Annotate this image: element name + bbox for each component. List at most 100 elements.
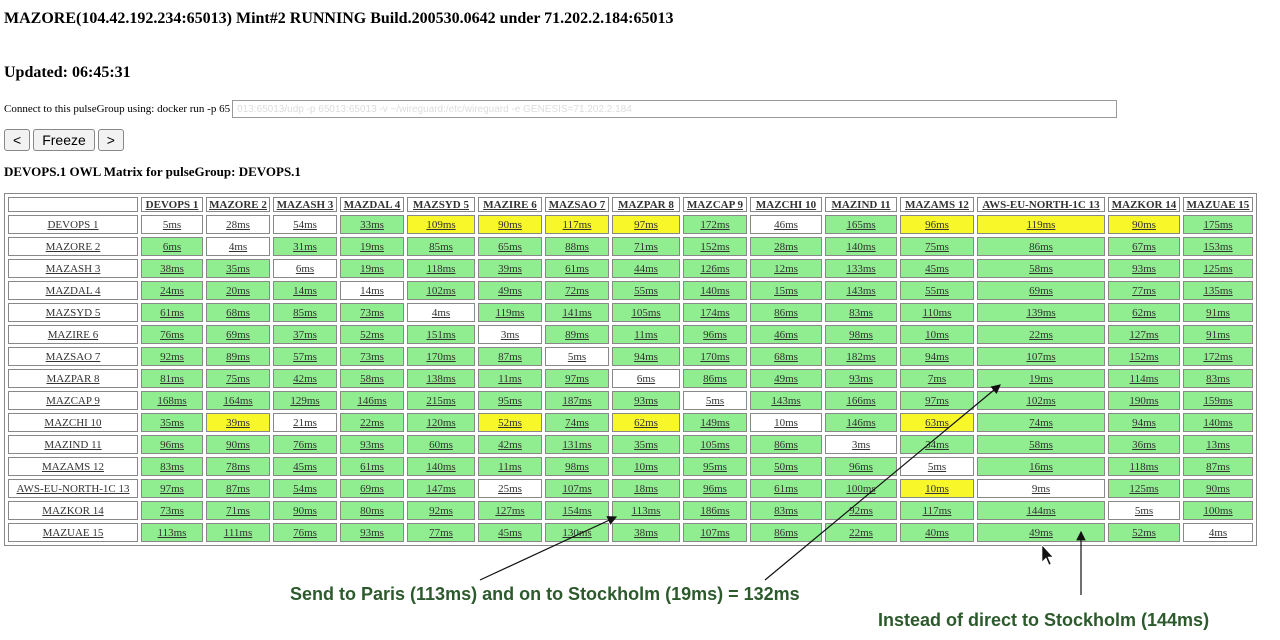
row-header-link[interactable]: MAZASH 3 <box>45 262 101 275</box>
latency-cell[interactable]: 22ms <box>825 523 897 542</box>
latency-link[interactable]: 68ms <box>226 306 250 319</box>
row-header[interactable]: MAZDAL 4 <box>8 281 138 300</box>
latency-link[interactable]: 105ms <box>700 438 730 451</box>
latency-link[interactable]: 4ms <box>228 240 248 253</box>
latency-cell[interactable]: 7ms <box>900 369 974 388</box>
latency-link[interactable]: 73ms <box>360 306 384 319</box>
latency-link[interactable]: 74ms <box>1029 416 1053 429</box>
latency-link[interactable]: 6ms <box>162 240 182 253</box>
latency-cell[interactable]: 75ms <box>900 237 974 256</box>
column-header[interactable]: MAZCAP 9 <box>683 197 747 212</box>
row-header-link[interactable]: AWS-EU-NORTH-1C 13 <box>16 482 130 495</box>
latency-cell[interactable]: 182ms <box>825 347 897 366</box>
latency-cell[interactable]: 73ms <box>340 347 404 366</box>
latency-cell[interactable]: 58ms <box>977 435 1105 454</box>
row-header[interactable]: MAZORE 2 <box>8 237 138 256</box>
latency-cell[interactable]: 52ms <box>478 413 542 432</box>
latency-cell[interactable]: 10ms <box>750 413 822 432</box>
latency-cell[interactable]: 11ms <box>478 369 542 388</box>
latency-cell[interactable]: 18ms <box>612 479 680 498</box>
latency-cell[interactable]: 35ms <box>206 259 270 278</box>
latency-link[interactable]: 39ms <box>498 262 522 275</box>
latency-cell[interactable]: 90ms <box>478 215 542 234</box>
latency-cell[interactable]: 146ms <box>340 391 404 410</box>
latency-link[interactable]: 78ms <box>226 460 250 473</box>
latency-link[interactable]: 125ms <box>1129 482 1159 495</box>
latency-cell[interactable]: 46ms <box>750 215 822 234</box>
latency-link[interactable]: 5ms <box>567 350 587 363</box>
latency-link[interactable]: 5ms <box>705 394 725 407</box>
row-header-link[interactable]: MAZPAR 8 <box>46 372 100 385</box>
row-header[interactable]: MAZUAE 15 <box>8 523 138 542</box>
latency-cell[interactable]: 86ms <box>977 237 1105 256</box>
latency-link[interactable]: 100ms <box>1203 504 1233 517</box>
latency-link[interactable]: 190ms <box>1129 394 1159 407</box>
latency-cell[interactable]: 68ms <box>750 347 822 366</box>
latency-cell[interactable]: 55ms <box>612 281 680 300</box>
column-header[interactable]: MAZSAO 7 <box>545 197 609 212</box>
next-button[interactable]: > <box>97 129 124 151</box>
latency-link[interactable]: 140ms <box>426 460 456 473</box>
latency-cell[interactable]: 73ms <box>340 303 404 322</box>
latency-cell[interactable]: 69ms <box>340 479 404 498</box>
latency-link[interactable]: 46ms <box>774 218 798 231</box>
latency-cell[interactable]: 87ms <box>478 347 542 366</box>
latency-link[interactable]: 13ms <box>1206 438 1230 451</box>
latency-cell[interactable]: 37ms <box>273 325 337 344</box>
latency-link[interactable]: 96ms <box>703 482 727 495</box>
latency-link[interactable]: 93ms <box>634 394 658 407</box>
latency-link[interactable]: 74ms <box>565 416 589 429</box>
row-header[interactable]: MAZKOR 14 <box>8 501 138 520</box>
latency-link[interactable]: 117ms <box>562 218 592 231</box>
latency-cell[interactable]: 63ms <box>900 413 974 432</box>
latency-cell[interactable]: 113ms <box>141 523 203 542</box>
latency-cell[interactable]: 57ms <box>273 347 337 366</box>
latency-cell[interactable]: 77ms <box>1108 281 1180 300</box>
latency-link[interactable]: 22ms <box>1029 328 1053 341</box>
latency-cell[interactable]: 147ms <box>407 479 475 498</box>
latency-link[interactable]: 21ms <box>293 416 317 429</box>
latency-cell[interactable]: 170ms <box>407 347 475 366</box>
latency-cell[interactable]: 140ms <box>1183 413 1253 432</box>
latency-link[interactable]: 60ms <box>429 438 453 451</box>
latency-cell[interactable]: 86ms <box>683 369 747 388</box>
latency-cell[interactable]: 93ms <box>340 435 404 454</box>
latency-cell[interactable]: 91ms <box>1183 325 1253 344</box>
latency-cell[interactable]: 172ms <box>1183 347 1253 366</box>
latency-cell[interactable]: 33ms <box>340 215 404 234</box>
latency-link[interactable]: 119ms <box>495 306 525 319</box>
latency-link[interactable]: 135ms <box>1203 284 1233 297</box>
latency-link[interactable]: 11ms <box>634 328 658 341</box>
latency-cell[interactable]: 114ms <box>1108 369 1180 388</box>
latency-link[interactable]: 58ms <box>360 372 384 385</box>
latency-cell[interactable]: 93ms <box>612 391 680 410</box>
latency-link[interactable]: 87ms <box>498 350 522 363</box>
latency-cell[interactable]: 10ms <box>612 457 680 476</box>
latency-cell[interactable]: 6ms <box>612 369 680 388</box>
latency-link[interactable]: 91ms <box>1206 306 1230 319</box>
latency-link[interactable]: 88ms <box>565 240 589 253</box>
latency-cell[interactable]: 20ms <box>206 281 270 300</box>
latency-link[interactable]: 71ms <box>226 504 250 517</box>
latency-cell[interactable]: 49ms <box>977 523 1105 542</box>
latency-link[interactable]: 9ms <box>1031 482 1051 495</box>
latency-cell[interactable]: 131ms <box>545 435 609 454</box>
latency-link[interactable]: 10ms <box>925 328 949 341</box>
latency-cell[interactable]: 90ms <box>1183 479 1253 498</box>
latency-cell[interactable]: 74ms <box>977 413 1105 432</box>
row-header-link[interactable]: MAZCAP 9 <box>46 394 100 407</box>
latency-cell[interactable]: 140ms <box>683 281 747 300</box>
latency-link[interactable]: 76ms <box>293 526 317 539</box>
latency-link[interactable]: 25ms <box>498 482 522 495</box>
latency-link[interactable]: 10ms <box>634 460 658 473</box>
latency-link[interactable]: 3ms <box>500 328 520 341</box>
latency-cell[interactable]: 107ms <box>545 479 609 498</box>
latency-link[interactable]: 89ms <box>565 328 589 341</box>
latency-cell[interactable]: 35ms <box>612 435 680 454</box>
connect-command-input[interactable] <box>232 100 1118 118</box>
latency-cell[interactable]: 39ms <box>206 413 270 432</box>
latency-cell[interactable]: 5ms <box>683 391 747 410</box>
latency-link[interactable]: 127ms <box>495 504 525 517</box>
row-header-link[interactable]: MAZSYD 5 <box>45 306 101 319</box>
latency-cell[interactable]: 4ms <box>407 303 475 322</box>
